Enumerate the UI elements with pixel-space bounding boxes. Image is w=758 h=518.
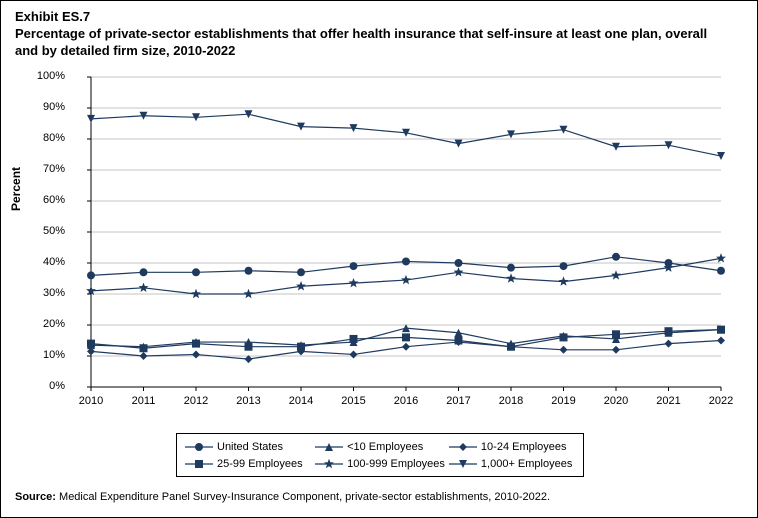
legend-item: United States — [185, 441, 311, 453]
y-tick-label: 50% — [27, 225, 65, 237]
legend-marker-triangle-down-icon — [449, 458, 477, 470]
x-tick-label: 2011 — [132, 395, 156, 407]
x-tick-label: 2015 — [341, 395, 365, 407]
legend-item: 100-999 Employees — [315, 458, 445, 470]
title-block: Exhibit ES.7 Percentage of private-secto… — [15, 9, 743, 60]
y-axis-label: Percent — [9, 167, 23, 211]
chart-container: Exhibit ES.7 Percentage of private-secto… — [0, 0, 758, 518]
y-tick-label: 70% — [27, 163, 65, 175]
x-tick-label: 2016 — [394, 395, 418, 407]
x-tick-label: 2017 — [446, 395, 470, 407]
x-tick-label: 2013 — [236, 395, 260, 407]
x-tick-label: 2012 — [184, 395, 208, 407]
legend-label: United States — [217, 441, 283, 453]
y-tick-label: 80% — [27, 132, 65, 144]
chart-title-line2: and by detailed firm size, 2010-2022 — [15, 43, 743, 60]
y-tick-label: 100% — [27, 70, 65, 82]
legend-marker-diamond-icon — [449, 441, 477, 453]
legend-marker-star-icon — [315, 458, 343, 470]
x-tick-label: 2020 — [604, 395, 628, 407]
legend-label: <10 Employees — [347, 441, 423, 453]
y-tick-label: 10% — [27, 349, 65, 361]
y-tick-label: 90% — [27, 101, 65, 113]
y-tick-label: 60% — [27, 194, 65, 206]
x-tick-label: 2014 — [289, 395, 313, 407]
y-tick-label: 40% — [27, 256, 65, 268]
plot-area — [71, 71, 731, 401]
source-note: Source: Medical Expenditure Panel Survey… — [15, 491, 550, 503]
y-tick-label: 30% — [27, 287, 65, 299]
legend-item: 10-24 Employees — [449, 441, 575, 453]
x-tick-label: 2021 — [656, 395, 680, 407]
x-tick-label: 2022 — [709, 395, 733, 407]
legend-label: 25-99 Employees — [217, 458, 303, 470]
legend-item: 25-99 Employees — [185, 458, 311, 470]
x-tick-label: 2019 — [551, 395, 575, 407]
y-tick-label: 0% — [27, 380, 65, 392]
legend-label: 1,000+ Employees — [481, 458, 572, 470]
chart-title-line1: Percentage of private-sector establishme… — [15, 26, 743, 43]
legend-item: <10 Employees — [315, 441, 445, 453]
x-tick-label: 2010 — [79, 395, 103, 407]
exhibit-number: Exhibit ES.7 — [15, 9, 743, 26]
x-tick-label: 2018 — [499, 395, 523, 407]
legend-label: 10-24 Employees — [481, 441, 567, 453]
legend: United States <10 Employees 10-24 Employee… — [176, 433, 584, 477]
source-text: Medical Expenditure Panel Survey-Insuran… — [56, 491, 550, 503]
legend-label: 100-999 Employees — [347, 458, 445, 470]
y-tick-label: 20% — [27, 318, 65, 330]
legend-marker-square-icon — [185, 458, 213, 470]
legend-marker-triangle-icon — [315, 441, 343, 453]
legend-item: 1,000+ Employees — [449, 458, 575, 470]
source-label: Source: — [15, 491, 56, 503]
legend-marker-circle-icon — [185, 441, 213, 453]
